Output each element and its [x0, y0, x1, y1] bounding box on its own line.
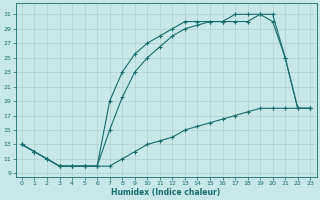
X-axis label: Humidex (Indice chaleur): Humidex (Indice chaleur)	[111, 188, 221, 197]
